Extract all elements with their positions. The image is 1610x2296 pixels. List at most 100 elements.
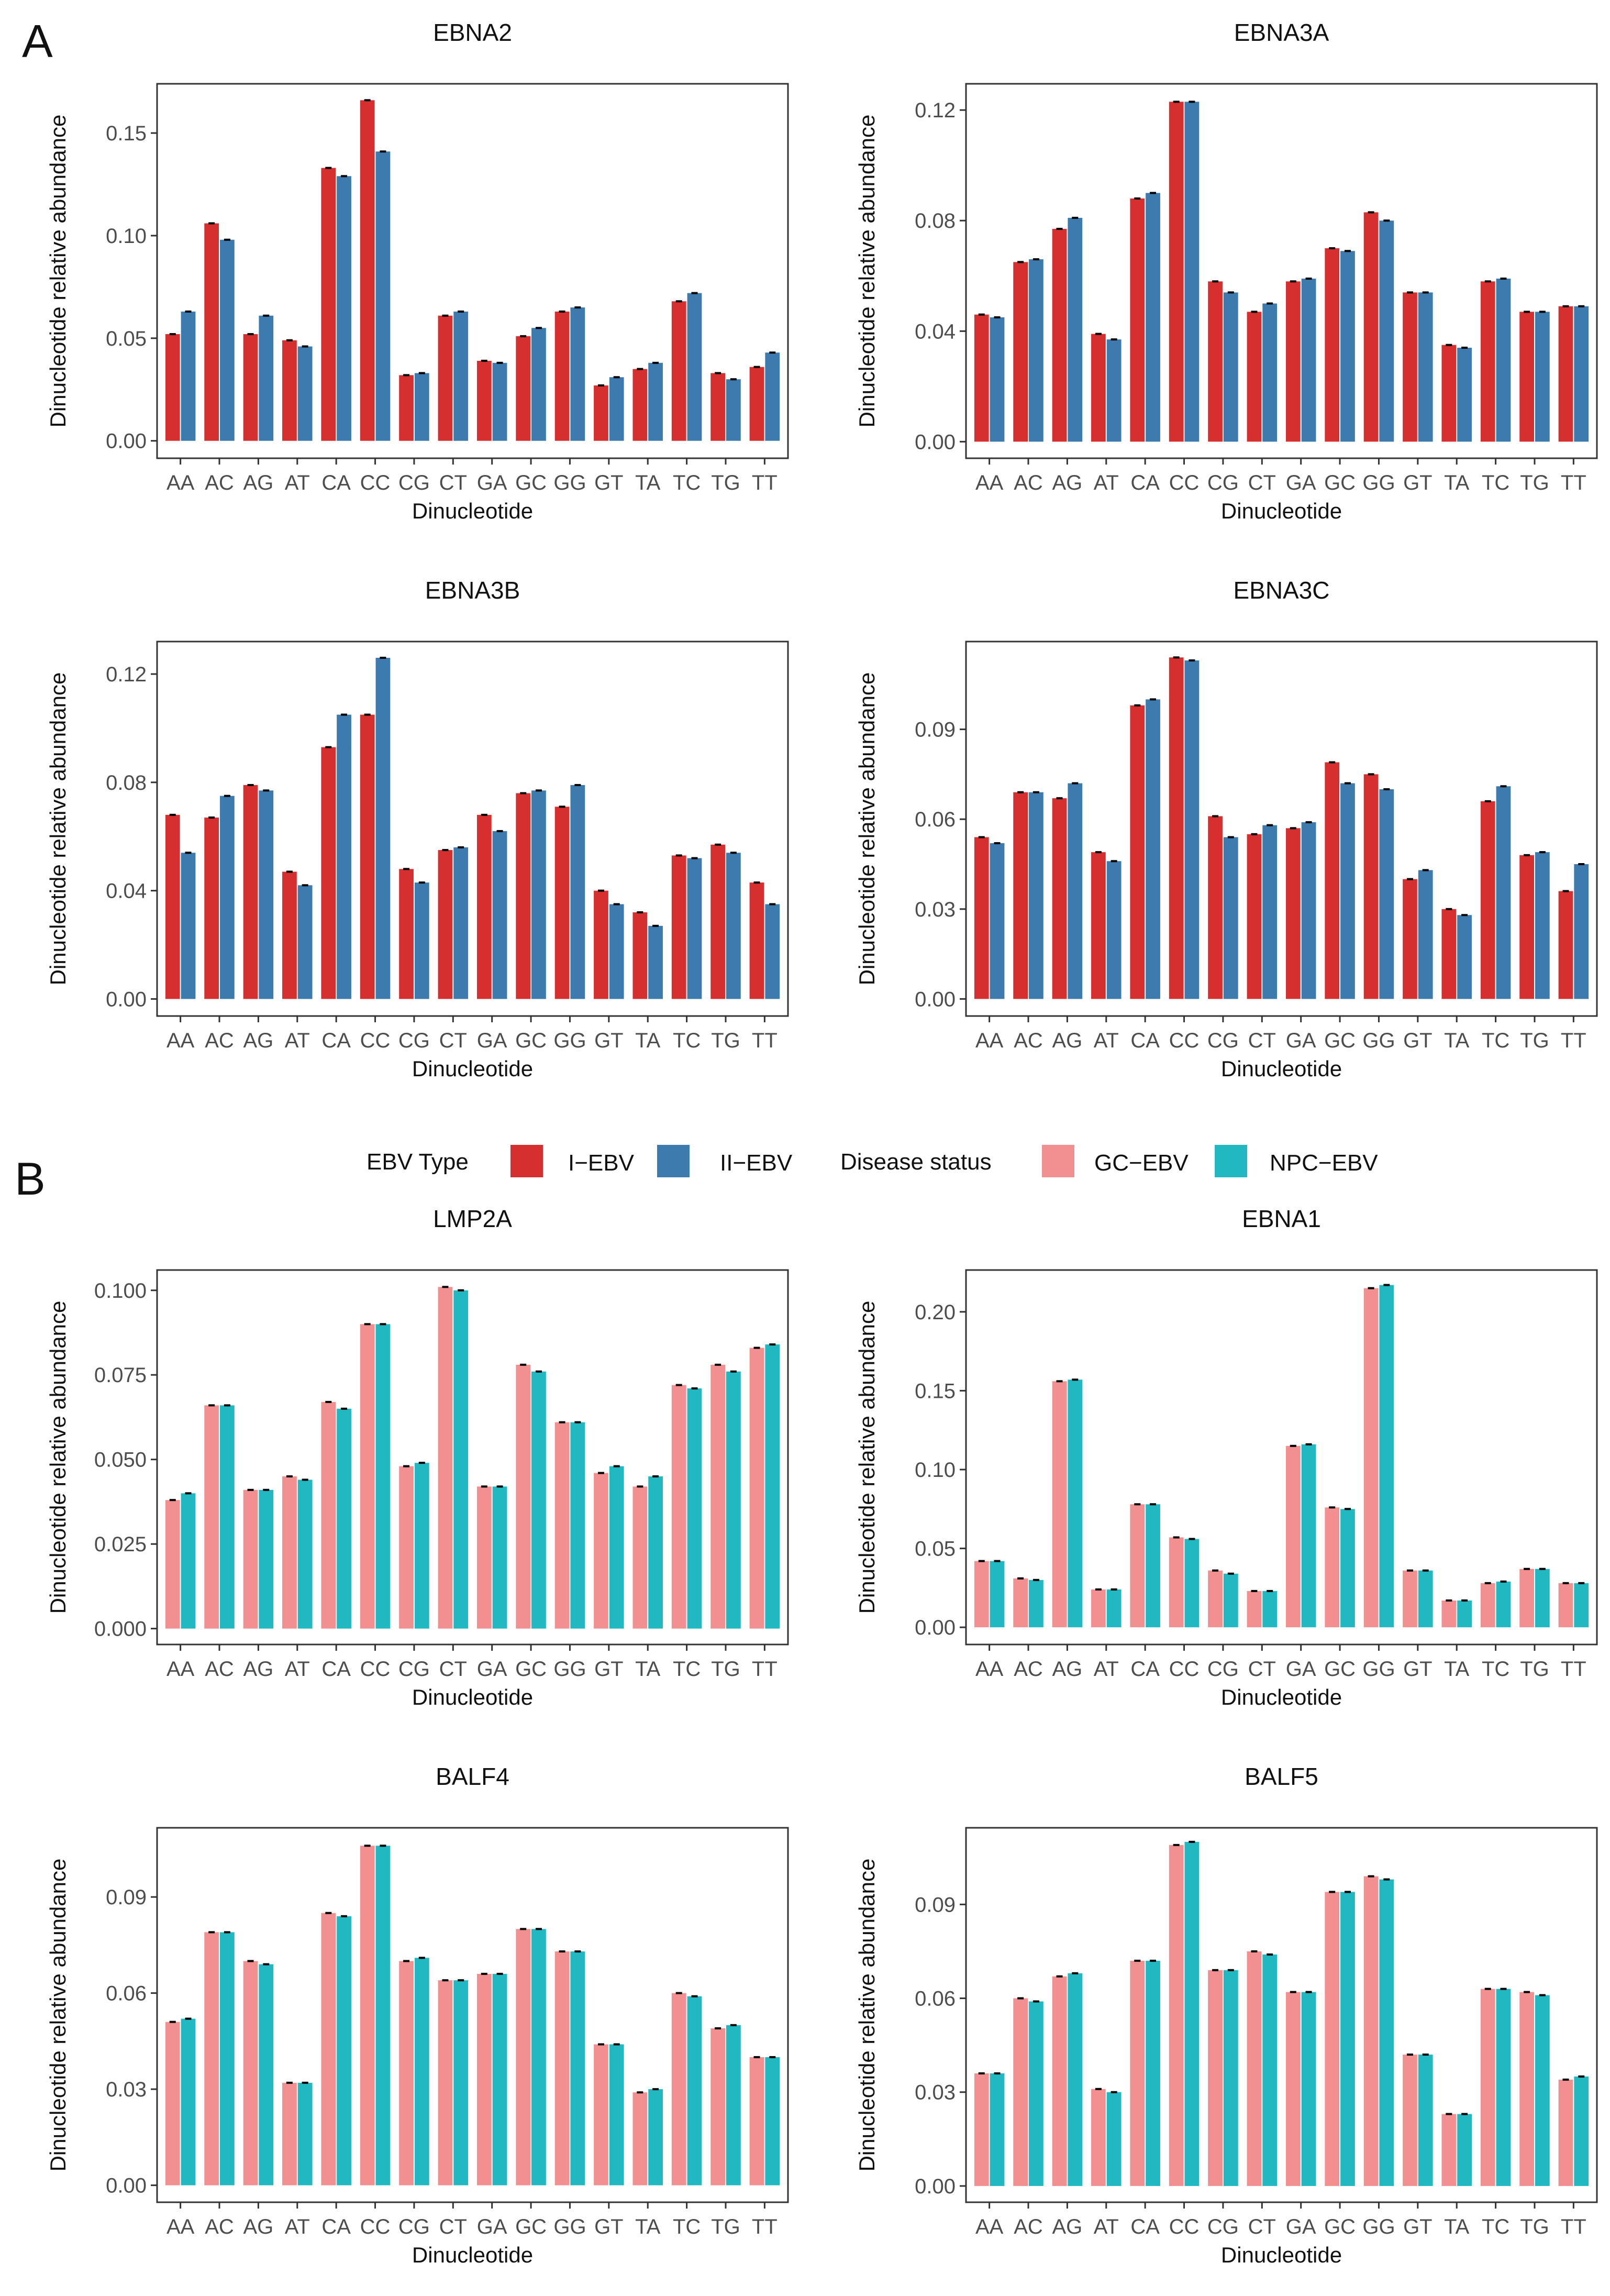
legend-key-npc-ebv [1215,1145,1247,1177]
bar-npc-ebv-ta [648,1476,663,1629]
bar-npc-ebv-ga [492,1486,507,1629]
x-tick-label-tc: TC [1482,1658,1509,1681]
bar-npc-ebv-at [1106,2092,1122,2186]
bar-ii-ebv-ag [1068,783,1083,999]
bar-i-ebv-ca [1130,705,1145,999]
bar-npc-ebv-gc [1340,1509,1355,1628]
bar-npc-ebv-ac [1029,2001,1043,2186]
bar-ii-ebv-gc [1340,783,1355,999]
y-tick-label: 0.12 [915,99,956,122]
bar-gc-ebv-ga [1285,1992,1301,2186]
bar-gc-ebv-cc [360,1324,375,1629]
y-tick-label: 0.15 [106,122,147,145]
legend-key-i-ebv [510,1145,543,1177]
x-tick-label-ct: CT [1248,471,1276,494]
y-axis-label: Dinucleotide relative abundance [854,1859,879,2172]
x-tick-label-tc: TC [1482,1029,1509,1052]
x-tick-label-ta: TA [635,2215,660,2238]
x-tick-label-aa: AA [975,2215,1004,2238]
bar-npc-ebv-gt [609,1466,624,1629]
bar-i-ebv-gc [516,336,531,441]
x-tick-label-aa: AA [975,1658,1004,1681]
x-tick-label-ct: CT [1248,1029,1276,1052]
bar-npc-ebv-ga [492,1973,507,2185]
bar-gc-ebv-gt [1403,2055,1417,2186]
y-tick-label: 0.08 [915,209,956,233]
bar-npc-ebv-ga [1301,1992,1316,2186]
bar-gc-ebv-ag [1052,1381,1067,1628]
x-tick-label-ct: CT [439,1658,467,1681]
y-axis-label: Dinucleotide relative abundance [46,1859,70,2172]
bar-gc-ebv-ga [476,1486,492,1629]
bar-npc-ebv-cg [1223,1573,1238,1628]
legend-key-ii-ebv [657,1145,690,1177]
bar-i-ebv-cg [1208,281,1223,442]
bar-i-ebv-ga [1285,281,1301,442]
x-tick-label-ac: AC [1014,1658,1043,1681]
bar-gc-ebv-ca [321,1401,336,1629]
bar-gc-ebv-ag [243,1489,258,1629]
bar-ii-ebv-cg [1223,837,1238,999]
y-axis-label: Dinucleotide relative abundance [46,115,70,428]
bar-npc-ebv-gt [1418,2055,1433,2186]
x-tick-label-tg: TG [711,2215,740,2238]
chart-svg: BALF5 0.00 0.03 0.06 0.09 Dinucleotide relati… [854,1763,1598,2267]
bar-npc-ebv-cc [1184,1539,1200,1628]
legend-row: EBV Type I−EBV II−EBV Disease status GC−… [0,1145,1610,1182]
bar-ii-ebv-at [297,885,313,999]
x-tick-label-cc: CC [360,471,391,494]
bar-npc-ebv-ac [220,1932,235,2185]
bar-ii-ebv-ca [337,176,351,441]
bar-i-ebv-gg [1363,212,1379,442]
bar-gc-ebv-gg [1363,1288,1379,1628]
bar-gc-ebv-tt [749,2057,764,2185]
bar-i-ebv-at [1091,334,1106,442]
x-tick-label-cc: CC [1169,2215,1200,2238]
x-tick-label-ga: GA [1286,471,1316,494]
x-tick-label-ta: TA [1444,471,1469,494]
bar-ii-ebv-gg [1379,789,1394,999]
bar-ii-ebv-tt [765,352,780,441]
chart-title: BALF4 [436,1763,509,1790]
bar-i-ebv-tt [1558,891,1573,999]
x-tick-label-gg: GG [553,2215,586,2238]
x-tick-label-aa: AA [975,1029,1004,1052]
x-tick-label-ca: CA [1130,1029,1160,1052]
bar-ii-ebv-ta [648,925,663,999]
bar-i-ebv-ta [1441,345,1457,442]
bar-ii-ebv-ta [648,362,663,441]
bar-i-ebv-ct [1247,834,1262,999]
y-tick-label: 0.00 [106,988,147,1011]
bar-gc-ebv-ct [1247,1591,1262,1628]
x-tick-label-cg: CG [1207,2215,1239,2238]
bar-i-ebv-tg [1519,312,1534,442]
bar-npc-ebv-ct [1262,1954,1278,2186]
bar-ii-ebv-gg [570,307,585,441]
bar-npc-ebv-ca [337,1916,351,2185]
y-tick-label: 0.00 [915,1616,956,1639]
bar-npc-ebv-cg [414,1463,429,1629]
x-tick-label-gc: GC [515,1658,547,1681]
x-tick-label-tt: TT [752,1658,778,1681]
bar-npc-ebv-gg [570,1951,585,2185]
bar-i-ebv-gg [554,807,570,999]
bar-gc-ebv-tg [710,1364,725,1629]
bar-i-ebv-ga [1285,828,1301,999]
x-tick-label-at: AT [1094,2215,1119,2238]
bar-ii-ebv-gg [570,785,585,999]
x-tick-label-cg: CG [398,471,430,494]
x-tick-label-ag: AG [243,471,273,494]
bar-ii-ebv-cc [375,658,391,999]
y-tick-label: 0.20 [915,1301,956,1324]
x-tick-label-ca: CA [321,1658,351,1681]
x-tick-label-gt: GT [1403,1029,1433,1052]
x-axis-label: Dinucleotide [1221,1685,1342,1709]
bar-npc-ebv-gc [1340,1892,1355,2186]
x-tick-label-ga: GA [1286,1029,1316,1052]
bar-i-ebv-tc [671,855,686,999]
x-tick-label-aa: AA [166,471,195,494]
x-tick-label-ga: GA [477,1658,507,1681]
bar-gc-ebv-ca [321,1913,336,2185]
x-tick-label-cc: CC [360,1029,391,1052]
x-tick-label-ac: AC [205,471,234,494]
